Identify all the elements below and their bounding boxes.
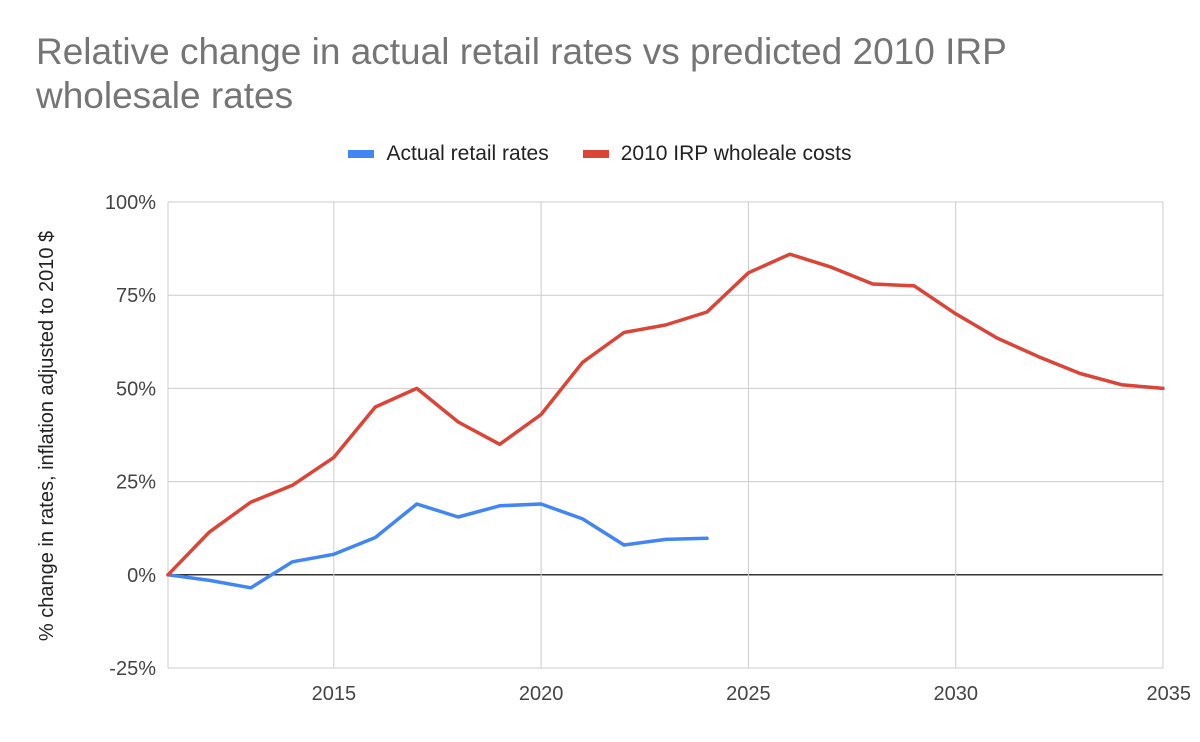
y-tick-label: 0% [127, 565, 156, 587]
x-tick-label: 2030 [933, 683, 978, 705]
grid-layer [167, 201, 1164, 669]
chart-title: Relative change in actual retail rates v… [36, 31, 1007, 116]
y-tick-label: -25% [109, 658, 156, 680]
y-tick-label: 75% [116, 285, 156, 307]
legend-item-actual-retail[interactable]: Actual retail rates [348, 142, 549, 166]
legend-item-irp-wholesale[interactable]: 2010 IRP wholeale costs [582, 142, 852, 166]
legend-label-actual-retail: Actual retail rates [386, 142, 549, 165]
legend-swatch-actual-retail [348, 150, 375, 158]
axis-labels-layer: -25% 0% 25% 50% 75% 100% 2015 2020 2025 2030 2035 [105, 192, 1191, 705]
x-tick-label: 2025 [726, 683, 771, 705]
legend-label-irp-wholesale: 2010 IRP wholeale costs [620, 142, 852, 165]
legend-swatch-irp-wholesale [582, 150, 609, 158]
y-tick-label: 100% [105, 192, 156, 214]
series-layer [166, 252, 1165, 590]
x-tick-label: 2015 [312, 683, 357, 705]
series-line-irp-wholesale[interactable] [166, 252, 1165, 577]
series-line-actual-retail[interactable] [166, 502, 709, 590]
legend: Actual retail rates 2010 IRP wholeale co… [0, 140, 1200, 168]
y-tick-label: 25% [116, 472, 156, 494]
y-axis-title: % change in rates, inflation adjusted to… [36, 231, 58, 641]
y-tick-label: 50% [116, 378, 156, 400]
x-tick-label: 2020 [519, 683, 564, 705]
x-tick-label: 2035 [1147, 683, 1192, 705]
